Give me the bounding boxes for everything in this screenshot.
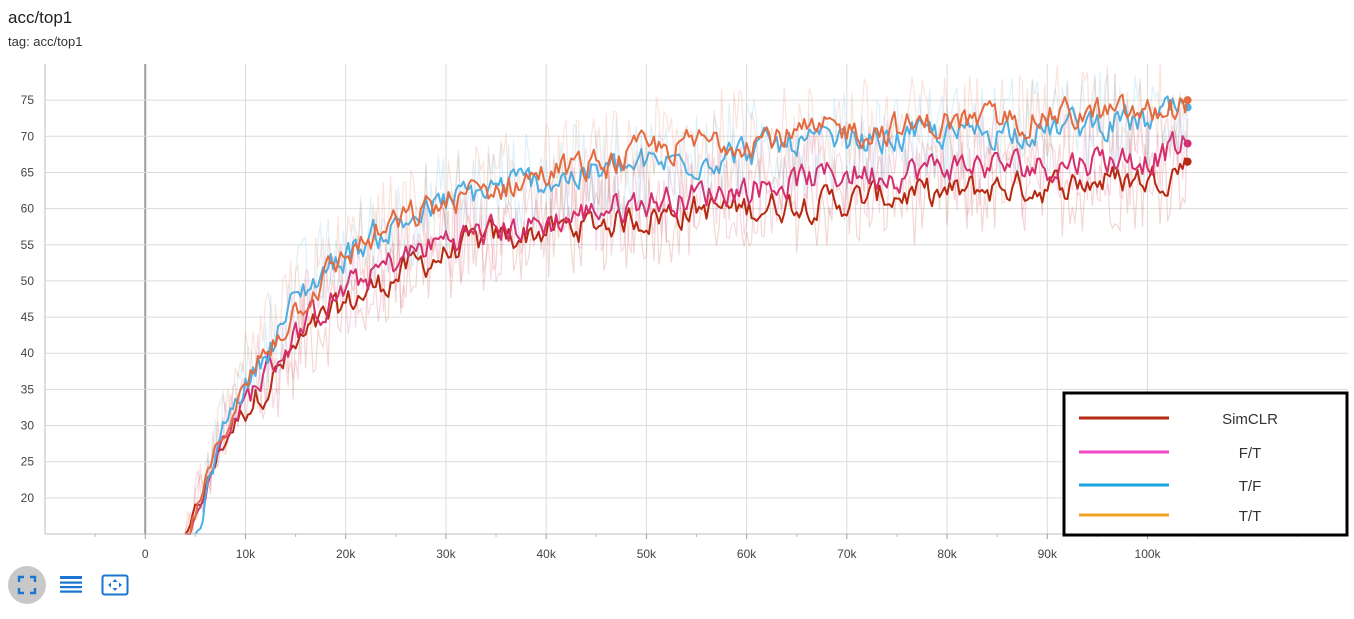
legend: SimCLR F/T T/F T/T <box>1062 391 1349 537</box>
series-line-SimCLR <box>184 157 1189 535</box>
series-raw-line-T/F <box>194 72 1189 521</box>
legend-label: SimCLR <box>1222 411 1278 428</box>
series-raw-line-T/T <box>184 63 1189 535</box>
y-tick-label: 35 <box>21 382 35 396</box>
y-tick-label: 25 <box>21 455 35 469</box>
series-line-T/F <box>194 95 1189 535</box>
x-tick-label: 30k <box>436 547 456 561</box>
fit-domain-icon <box>101 574 129 596</box>
series-line-F/T <box>185 130 1189 535</box>
data-table-button[interactable] <box>52 566 90 604</box>
chart-title: acc/top1 <box>8 8 73 27</box>
x-tick-label: 100k <box>1135 547 1162 561</box>
x-tick-label: 20k <box>336 547 356 561</box>
series-endpoint-SimCLR <box>1183 157 1192 166</box>
series-endpoint-T/T <box>1183 96 1192 105</box>
y-tick-label: 40 <box>21 346 35 360</box>
fit-domain-button[interactable] <box>96 566 134 604</box>
x-tick-label: 60k <box>737 547 757 561</box>
y-tick-label: 20 <box>21 491 35 505</box>
fullscreen-icon <box>17 575 37 595</box>
chart-subtitle: tag: acc/top1 <box>8 34 83 49</box>
series-layer <box>184 63 1192 535</box>
y-tick-label: 70 <box>21 129 35 143</box>
x-tick-label: 10k <box>236 547 256 561</box>
y-tick-label: 30 <box>21 419 35 433</box>
series-line-T/T <box>185 93 1189 535</box>
legend-label: T/F <box>1239 478 1262 495</box>
y-tick-label: 75 <box>21 93 35 107</box>
series-endpoint-F/T <box>1183 139 1192 148</box>
y-tick-label: 60 <box>21 202 35 216</box>
x-tick-label: 80k <box>937 547 957 561</box>
y-tick-label: 65 <box>21 165 35 179</box>
legend-label: T/T <box>1239 508 1262 525</box>
chart-toolbar <box>8 566 134 604</box>
x-tick-label: 40k <box>536 547 556 561</box>
x-tick-label: 50k <box>637 547 657 561</box>
x-tick-label: 90k <box>1038 547 1058 561</box>
y-tick-label: 55 <box>21 238 35 252</box>
y-tick-label: 50 <box>21 274 35 288</box>
x-tick-label: 70k <box>837 547 857 561</box>
data-table-icon <box>60 576 82 593</box>
x-tick-label: 0 <box>142 547 149 561</box>
fullscreen-button[interactable] <box>8 566 46 604</box>
legend-label: F/T <box>1239 445 1262 462</box>
y-tick-label: 45 <box>21 310 35 324</box>
